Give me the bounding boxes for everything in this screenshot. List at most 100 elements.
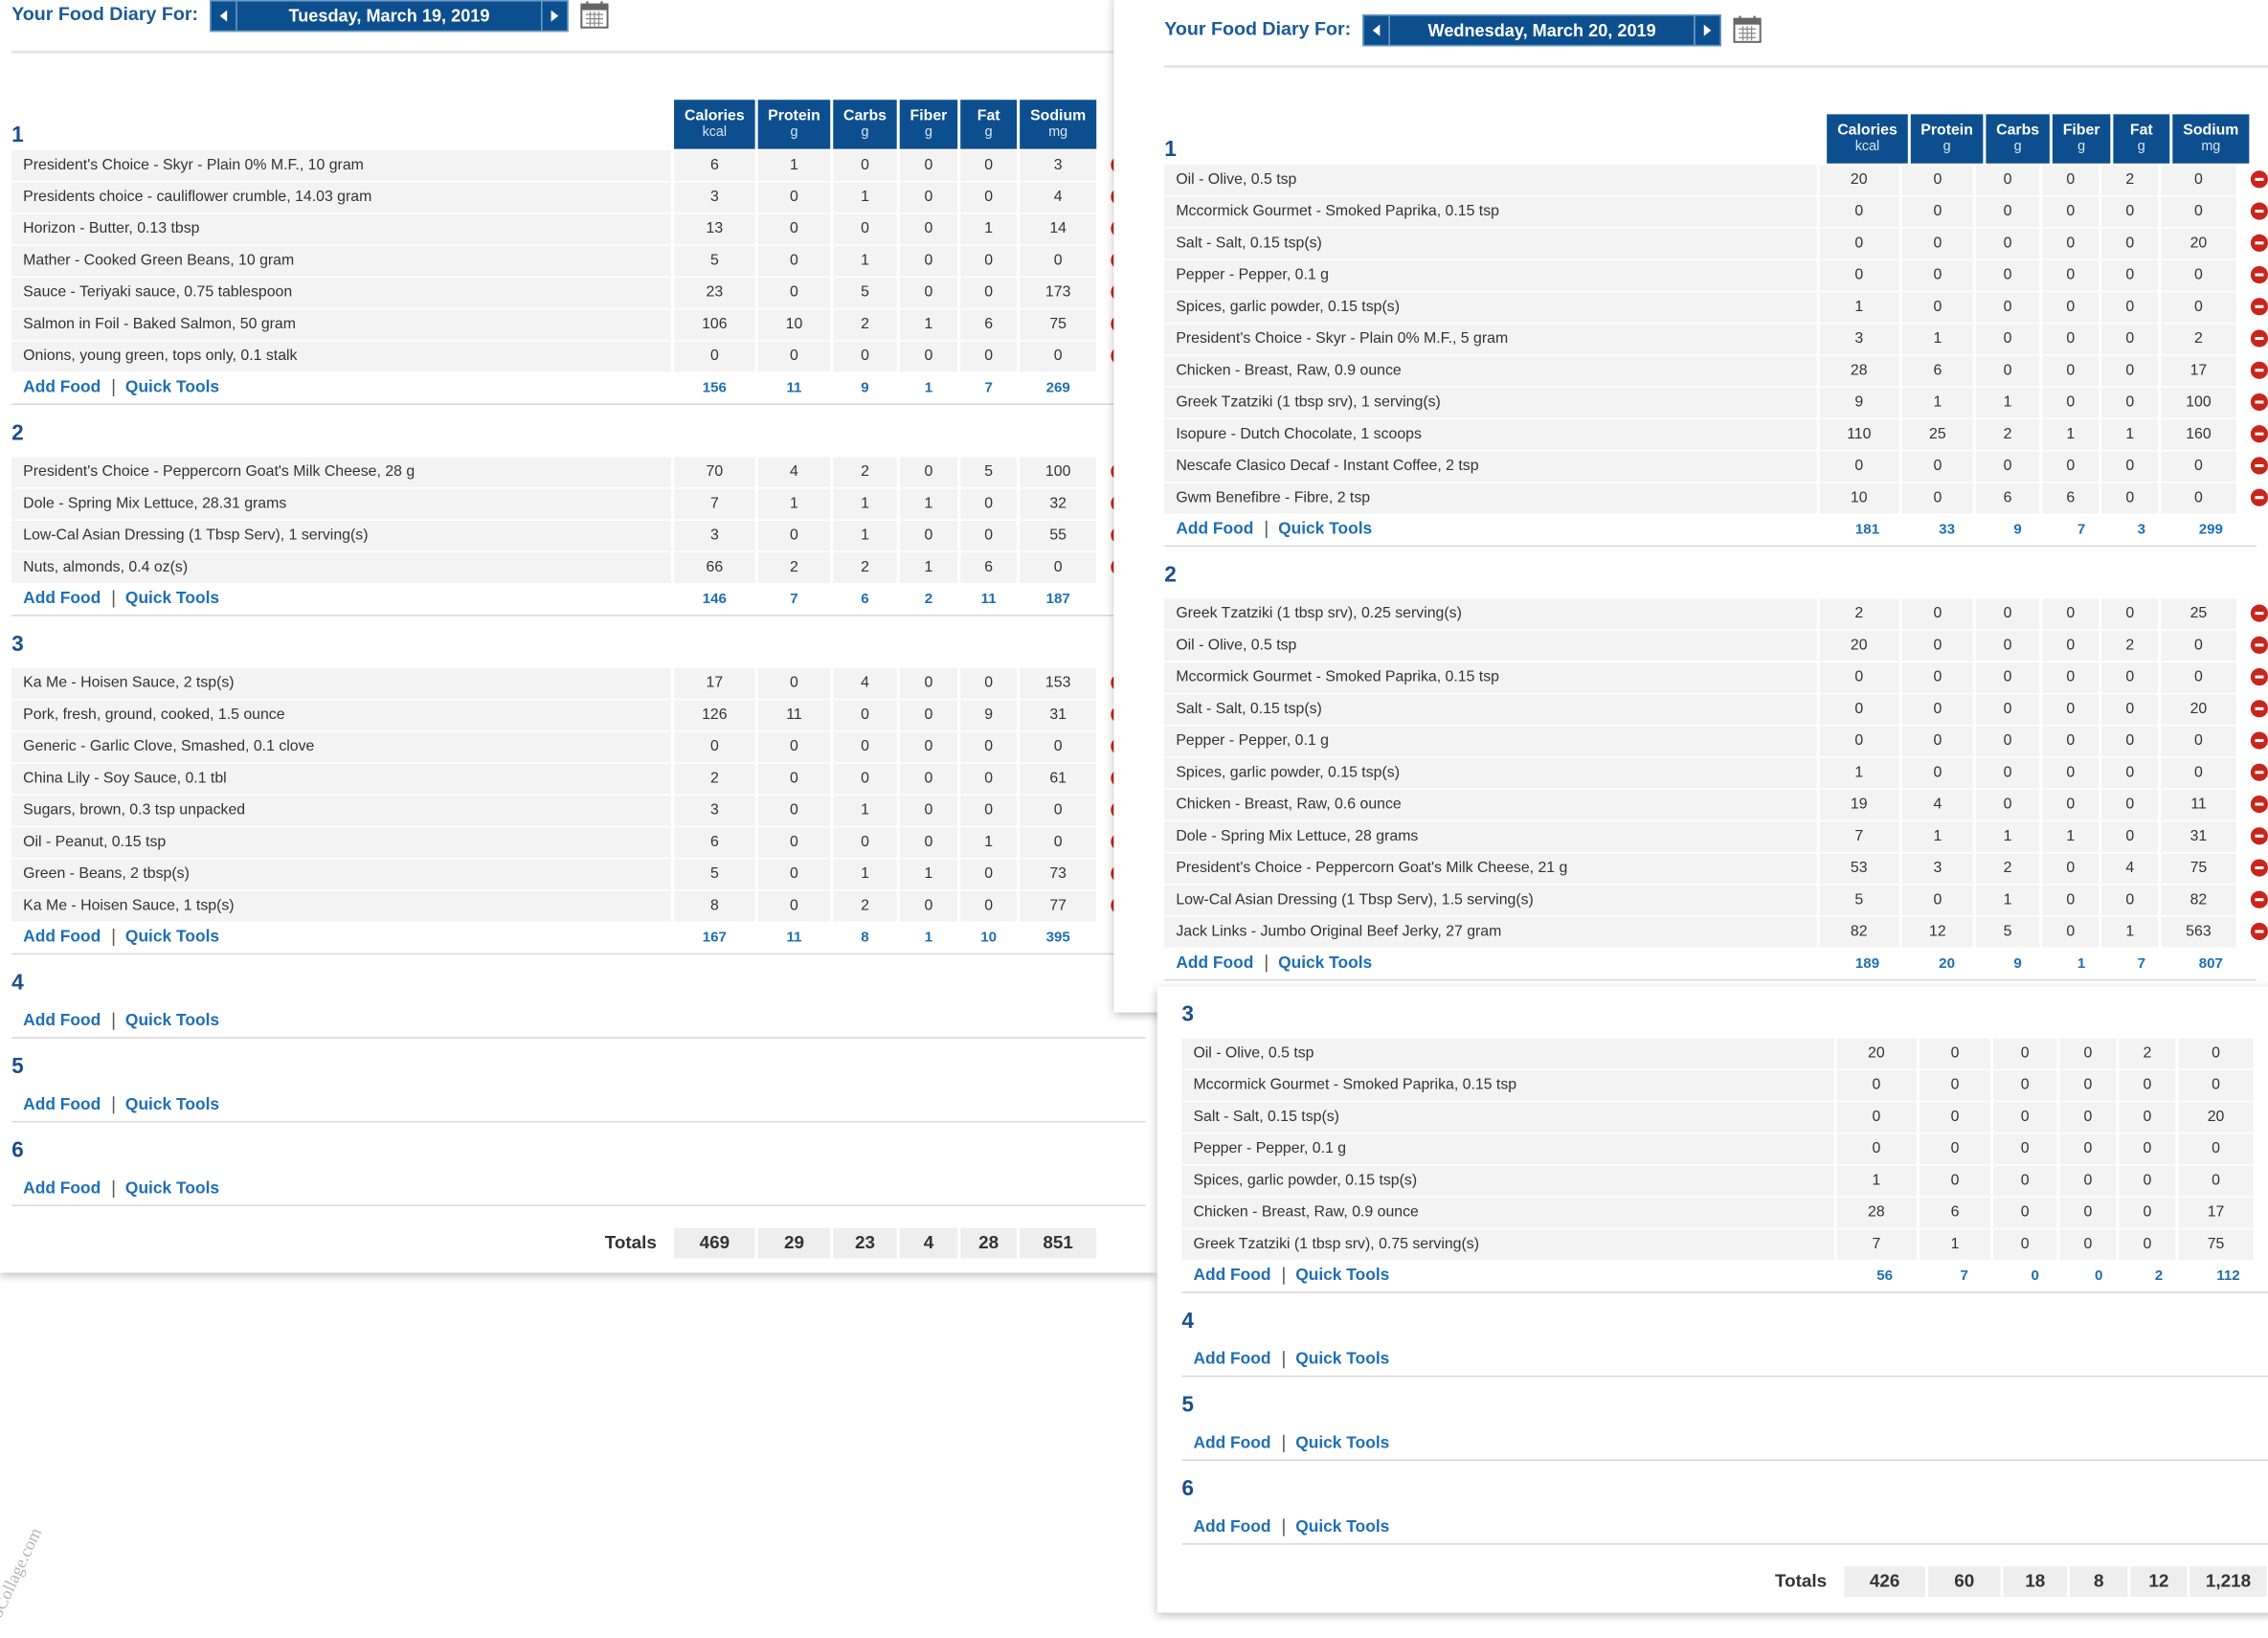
remove-icon[interactable] [2251,298,2268,316]
food-name: Pepper - Pepper, 0.1 g [1164,725,1816,756]
nutrient-value: 1 [2041,820,2100,852]
quick-tools-link[interactable]: Quick Tools [1295,1518,1390,1537]
remove-icon[interactable] [2251,922,2268,941]
remove-icon[interactable] [2251,827,2268,845]
next-day[interactable] [1694,14,1721,47]
add-food-link[interactable]: Add Food [23,378,101,396]
meal-total: 146 [702,591,727,607]
calendar-icon[interactable] [1733,14,1762,43]
quick-tools-link[interactable]: Quick Tools [1295,1267,1390,1285]
add-food-link[interactable]: Add Food [1193,1434,1271,1452]
arrow-right[interactable] [549,8,562,25]
quick-tools-link[interactable]: Quick Tools [1278,954,1373,973]
quick-tools-link[interactable]: Quick Tools [124,1096,220,1114]
remove-icon[interactable] [2251,668,2268,686]
remove-icon[interactable] [2251,329,2268,348]
quick-tools-link[interactable]: Quick Tools [124,378,220,396]
remove-icon[interactable] [2251,488,2268,506]
meal-title-cell: 1 [11,123,671,148]
meal-total: 7 [2137,954,2146,972]
remove-icon[interactable] [2251,890,2268,909]
nutrient-value: 0 [2119,1164,2175,1196]
column-name: Fiber [909,106,948,124]
add-food-link[interactable]: Add Food [1176,520,1254,539]
remove-icon[interactable] [2251,393,2268,412]
separator [1265,520,1267,539]
add-food-link[interactable]: Add Food [23,1179,101,1198]
add-food-row: Add Food Quick Tools [1181,1344,2268,1378]
quick-tools-link[interactable]: Quick Tools [124,1012,220,1030]
quick-tools-link[interactable]: Quick Tools [1278,520,1373,539]
remove-icon[interactable] [2251,763,2268,781]
separator [112,1012,114,1030]
remove-icon[interactable] [2251,731,2268,750]
remove-icon[interactable] [2251,234,2268,252]
remove-icon[interactable] [2251,202,2268,220]
add-food-link[interactable]: Add Food [1176,954,1254,973]
food-row: Chicken - Breast, Raw, 0.6 ounce 19 4 0 0 0 11 [1164,788,2268,819]
column-name: Fat [2129,121,2153,140]
quick-tools-link[interactable]: Quick Tools [124,590,220,608]
quick-tools-link[interactable]: Quick Tools [1295,1351,1390,1369]
quick-tools-link[interactable]: Quick Tools [124,1179,220,1198]
remove-icon[interactable] [2251,795,2268,814]
column-header-row: 1 Calories kcal Protein g Carbs g Fiber g Fat g Sod… [11,100,1157,149]
nutrient-value: 0 [2041,693,2100,725]
food-name: Salt - Salt, 0.15 tsp(s) [1181,1101,1834,1133]
meal-title-block: 2 [1164,547,2268,597]
nutrient-value: 0 [2160,756,2236,788]
nutrient-value: 0 [1901,629,1974,661]
remove-icon[interactable] [2251,457,2268,475]
remove-icon[interactable] [2251,265,2268,284]
remove-icon[interactable] [2251,604,2268,622]
nutrient-value: 0 [1901,195,1974,227]
remove-icon[interactable] [2251,361,2268,379]
food-name: President's Choice - Skyr - Plain 0% M.F… [1164,323,1816,354]
food-name: Green - Beans, 2 tbsp(s) [11,858,672,889]
add-food-link[interactable]: Add Food [1193,1267,1271,1285]
quick-tools-link[interactable]: Quick Tools [1295,1434,1390,1452]
column-unit: g [790,123,798,141]
meal-total: 1 [924,929,933,946]
arrow-left[interactable] [217,8,231,25]
meal-title: 6 [11,1138,24,1163]
prev-day[interactable] [210,0,237,33]
meal-total: 189 [1854,954,1880,972]
add-food-link[interactable]: Add Food [23,928,101,947]
nutrient-value: 0 [833,699,897,730]
calendar-icon[interactable] [580,0,609,29]
meal-total: 33 [1939,521,1955,538]
nutrient-value: 0 [833,213,897,244]
add-food-link[interactable]: Add Food [1193,1518,1271,1537]
nutrient-value: 0 [757,826,831,858]
separator [112,928,114,947]
meal-actions: Add Food Quick Tools [11,1096,671,1114]
add-food-link[interactable]: Add Food [23,1012,101,1030]
remove-icon[interactable] [2251,700,2268,718]
remove-icon[interactable] [2251,859,2268,877]
remove-icon[interactable] [2251,425,2268,443]
arrow-right[interactable] [1701,22,1715,39]
food-name: Generic - Garlic Clove, Smashed, 0.1 clo… [11,730,672,762]
nutrient-value: 20 [1836,1038,1917,1068]
remove-icon[interactable] [2251,170,2268,189]
nutrient-value: 1 [899,551,958,583]
nutrient-value: 5 [960,456,1018,487]
prev-day[interactable] [1362,14,1390,47]
meal-total: 56 [1876,1268,1894,1284]
nutrient-value: 0 [960,487,1018,519]
next-day[interactable] [541,0,569,33]
add-food-link[interactable]: Add Food [23,590,101,608]
add-food-link[interactable]: Add Food [23,1096,101,1114]
remove-icon[interactable] [2251,636,2268,654]
grand-total: 1,218 [2189,1565,2267,1597]
nutrient-value: 2 [2160,323,2236,354]
add-food-link[interactable]: Add Food [1193,1351,1271,1369]
food-row: Isopure - Dutch Chocolate, 1 scoops 110 25… [1164,418,2268,450]
arrow-left[interactable] [1370,22,1383,39]
nutrient-value: 0 [899,340,958,371]
quick-tools-link[interactable]: Quick Tools [124,928,220,947]
separator [112,378,114,396]
add-food-row: Add Food Quick Tools 181 33 9 7 3 299 [1164,513,2257,548]
